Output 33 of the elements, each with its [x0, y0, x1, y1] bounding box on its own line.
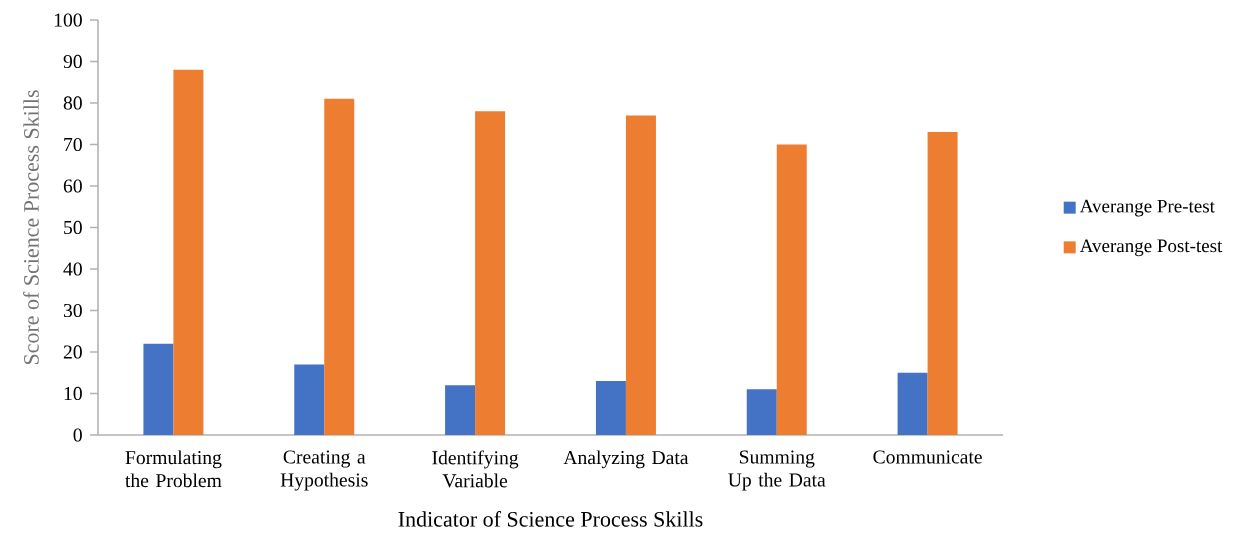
x-tick-label: Formulating the Problem [125, 450, 222, 488]
y-tick-label: 20 [63, 345, 82, 359]
bar [625, 115, 656, 435]
bar [445, 385, 476, 435]
x-tick-label: Summing Up the Data [728, 450, 826, 491]
x-tick-label: Identifying Variable [432, 450, 519, 488]
x-axis-title: Indicator of Science Process Skills [398, 511, 703, 527]
y-tick-label: 80 [63, 96, 82, 110]
y-tick-label: 60 [63, 179, 82, 193]
y-tick-label: 40 [63, 262, 82, 276]
bar [776, 144, 807, 435]
y-tick-label: 10 [64, 386, 82, 401]
bar [595, 381, 626, 435]
y-tick-label: 50 [64, 220, 82, 235]
bar [746, 389, 777, 435]
x-tick-label: Creating a Hypothesis [280, 450, 368, 491]
bar [324, 98, 355, 435]
bar [173, 69, 204, 435]
legend-label: Averange Pre-test [1079, 199, 1215, 217]
y-tick-label: 70 [64, 137, 82, 152]
bar [897, 372, 928, 435]
bar [475, 111, 506, 435]
y-tick-label: 90 [63, 54, 82, 69]
y-tick-label: 100 [54, 13, 82, 27]
bar [143, 343, 174, 435]
y-tick-label: 30 [63, 303, 82, 318]
y-axis-title: Score of Science Process Skills [23, 90, 39, 365]
bar [927, 132, 958, 435]
legend-label: Averange Post-test [1079, 239, 1223, 257]
x-tick-label: Analyzing Data [563, 450, 689, 469]
x-tick-label: Communicate [873, 450, 982, 464]
bar [294, 364, 325, 435]
y-tick-label: 0 [73, 428, 82, 442]
